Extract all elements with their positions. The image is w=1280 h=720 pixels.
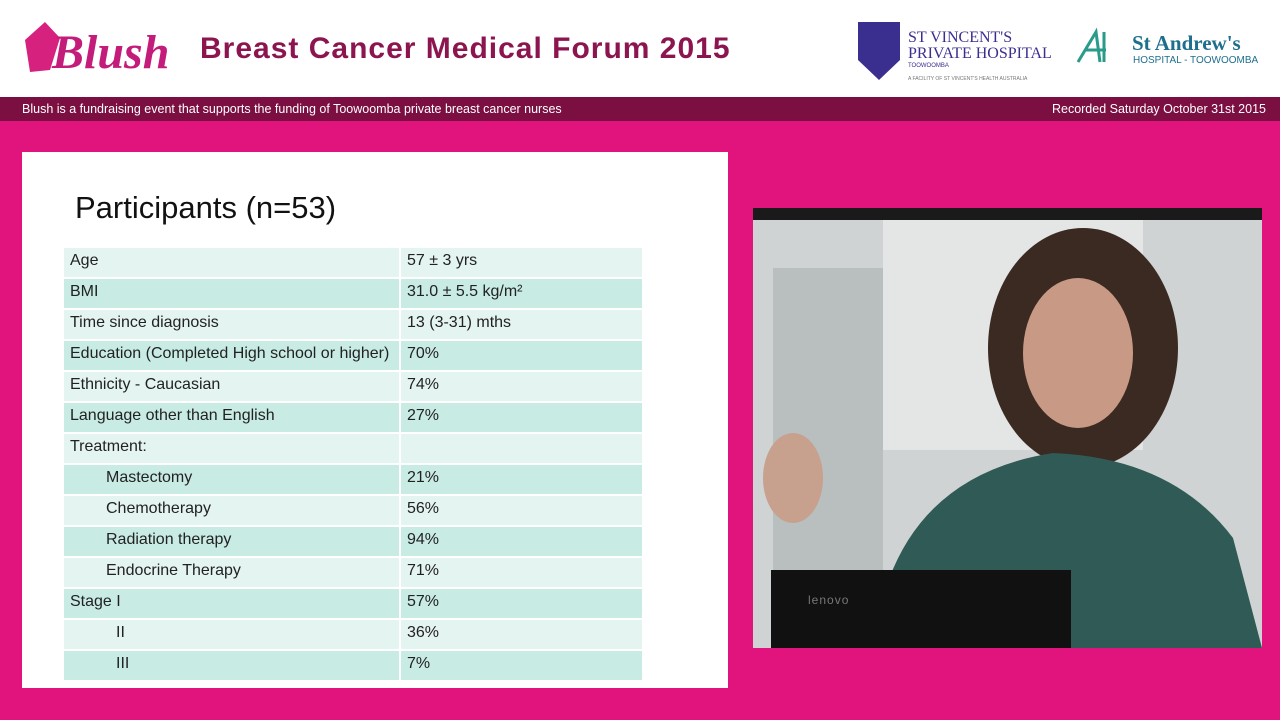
header-title: Breast Cancer Medical Forum 2015 xyxy=(200,32,731,65)
label-cell: Time since diagnosis xyxy=(64,309,401,341)
label-cell: Chemotherapy xyxy=(64,495,401,527)
label-cell: Stage I xyxy=(64,588,401,620)
value-cell: 71% xyxy=(400,557,644,589)
value-cell: 31.0 ± 5.5 kg/m² xyxy=(400,278,644,310)
table-row: Endocrine Therapy 71% xyxy=(64,557,644,589)
value-cell: 70% xyxy=(400,340,644,372)
table-row: Treatment: xyxy=(64,433,644,465)
label-cell: III xyxy=(64,650,401,682)
value-cell: 27% xyxy=(400,402,644,434)
recorded-date: Recorded Saturday October 31st 2015 xyxy=(1051,102,1266,116)
banner: Blush is a fundraising event that suppor… xyxy=(0,97,1280,121)
value-cell: 36% xyxy=(400,619,644,651)
slide: Participants (n=53) Age 57 ± 3 yrs BMI 31.0… xyxy=(22,152,728,688)
table-row: Mastectomy 21% xyxy=(64,464,644,496)
value-cell: 56% xyxy=(400,495,644,527)
value-cell: 7% xyxy=(400,650,644,682)
sponsor1-line2: PRIVATE HOSPITAL xyxy=(908,45,1052,62)
table-row: III 7% xyxy=(64,650,644,682)
value-cell: 13 (3-31) mths xyxy=(400,309,644,341)
st-vincents-crest xyxy=(858,22,900,80)
table-row: Language other than English 27% xyxy=(64,402,644,434)
value-cell: 57% xyxy=(400,588,644,620)
slide-title: Participants (n=53) xyxy=(75,190,337,225)
banner-text: Blush is a fundraising event that suppor… xyxy=(22,102,562,116)
label-cell: II xyxy=(64,619,401,651)
label-cell: Treatment: xyxy=(64,433,401,465)
table-row: II 36% xyxy=(64,619,644,651)
table-row: Stage I 57% xyxy=(64,588,644,620)
sponsor2-name: St Andrew's xyxy=(1132,31,1241,55)
value-cell xyxy=(400,433,644,465)
laptop-brand: lenovo xyxy=(808,593,849,607)
header: Blush Breast Cancer Medical Forum 2015 S… xyxy=(0,0,1280,97)
table-row: BMI 31.0 ± 5.5 kg/m² xyxy=(64,278,644,310)
label-cell: Language other than English xyxy=(64,402,401,434)
table-row: Time since diagnosis 13 (3-31) mths xyxy=(64,309,644,341)
value-cell: 21% xyxy=(400,464,644,496)
participants-table: Age 57 ± 3 yrs BMI 31.0 ± 5.5 kg/m² Time sin… xyxy=(64,248,644,682)
speaker-video: lenovo xyxy=(753,208,1262,648)
label-cell: Radiation therapy xyxy=(64,526,401,558)
label-cell: Mastectomy xyxy=(64,464,401,496)
logo-text: Blush xyxy=(51,26,169,79)
value-cell: 94% xyxy=(400,526,644,558)
table-row: Ethnicity - Caucasian 74% xyxy=(64,371,644,403)
label-cell: Age xyxy=(64,248,401,279)
table-row: Chemotherapy 56% xyxy=(64,495,644,527)
label-cell: Ethnicity - Caucasian xyxy=(64,371,401,403)
ribbon-logo xyxy=(25,22,60,72)
label-cell: Endocrine Therapy xyxy=(64,557,401,589)
value-cell: 57 ± 3 yrs xyxy=(400,248,644,279)
table-row: Education (Completed High school or high… xyxy=(64,340,644,372)
table-row: Age 57 ± 3 yrs xyxy=(64,248,644,279)
label-cell: Education (Completed High school or high… xyxy=(64,340,401,372)
sponsor2-line2: HOSPITAL - TOOWOOMBA xyxy=(1133,55,1259,66)
label-cell: BMI xyxy=(64,278,401,310)
sponsor1-line3: TOOWOOMBA xyxy=(908,63,949,69)
st-andrews-logo xyxy=(1076,27,1106,63)
value-cell: 74% xyxy=(400,371,644,403)
table-row: Radiation therapy 94% xyxy=(64,526,644,558)
sponsor1-name: ST VINCENT'S xyxy=(908,29,1012,46)
sponsor1-tagline: A FACILITY OF ST VINCENT'S HEALTH AUSTRA… xyxy=(908,76,1028,82)
